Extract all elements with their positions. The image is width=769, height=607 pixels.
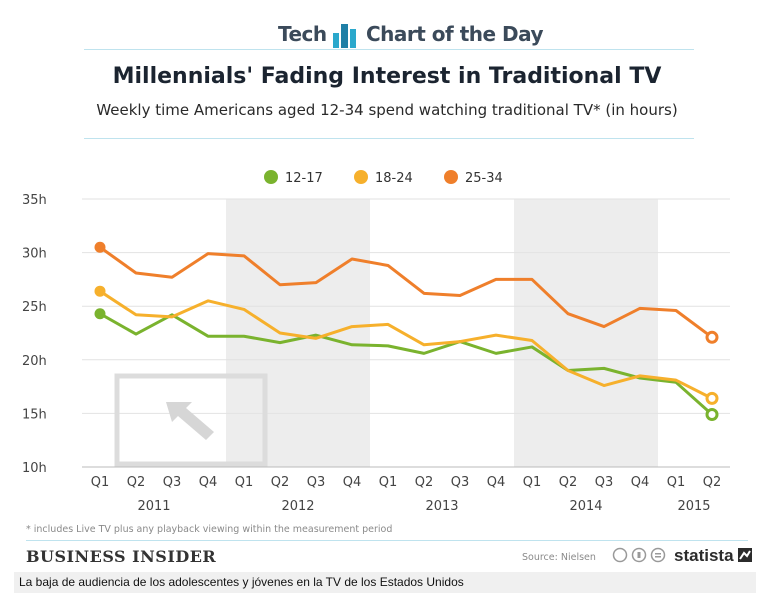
source-label: Source: Nielsen (522, 552, 596, 563)
legend-label: 25-34 (465, 171, 503, 186)
x-tick-label: Q1 (379, 475, 398, 490)
bar-chart-icon (331, 20, 359, 52)
legend-marker (354, 170, 368, 184)
series-line-18-24 (99, 289, 713, 400)
x-tick-label: Q2 (271, 475, 290, 490)
header-chart-of-the-day-label: Chart of the Day (366, 22, 544, 46)
y-tick-label: 20h (22, 354, 47, 369)
chart-title: Millennials' Fading Interest in Traditio… (112, 64, 662, 89)
x-tick-label: Q3 (163, 475, 182, 490)
x-tick-label: Q1 (667, 475, 686, 490)
y-tick-label: 15h (22, 407, 47, 422)
year-label: 2011 (137, 499, 170, 514)
x-tick-label: Q2 (127, 475, 146, 490)
chart-subtitle: Weekly time Americans aged 12-34 spend w… (96, 101, 678, 119)
year-band (514, 199, 658, 467)
series-start-point (94, 308, 106, 320)
chart-of-the-day-header: Tech Chart of the Day (14, 14, 760, 54)
year-band (226, 199, 370, 467)
x-tick-label: Q3 (595, 475, 614, 490)
creative-commons-icon (612, 547, 670, 567)
series-line-25-34 (99, 246, 713, 339)
x-tick-label: Q4 (199, 475, 218, 490)
arrow-watermark-icon (166, 402, 214, 440)
y-tick-label: 10h (22, 461, 47, 476)
header-divider (84, 49, 694, 50)
business-insider-logo: BUSINESS INSIDER (26, 547, 217, 566)
legend-marker (444, 170, 458, 184)
y-tick-label: 30h (22, 247, 47, 262)
y-tick-label: 35h (22, 193, 47, 208)
x-tick-label: Q4 (631, 475, 650, 490)
x-tick-label: Q2 (415, 475, 434, 490)
year-label: 2015 (677, 499, 710, 514)
statista-logo: statista (674, 546, 753, 566)
x-tick-label: Q2 (559, 475, 578, 490)
footnote: * includes Live TV plus any playback vie… (26, 524, 393, 535)
tv-watermark-icon (114, 373, 268, 467)
header-tech-label: Tech (278, 22, 327, 46)
statista-logo-icon (738, 548, 753, 562)
x-tick-label: Q3 (307, 475, 326, 490)
chart-card: Tech Chart of the Day Millennials' Fadin… (14, 6, 760, 572)
x-tick-label: Q1 (523, 475, 542, 490)
year-label: 2014 (569, 499, 602, 514)
x-tick-label: Q2 (703, 475, 722, 490)
x-tick-label: Q4 (487, 475, 506, 490)
series-start-point (94, 241, 106, 253)
statista-wordmark: statista (674, 546, 734, 565)
x-tick-label: Q1 (235, 475, 254, 490)
x-tick-label: Q4 (343, 475, 362, 490)
legend-marker (264, 170, 278, 184)
year-label: 2012 (281, 499, 314, 514)
legend-label: 18-24 (375, 171, 413, 186)
series-start-point (94, 285, 106, 297)
y-tick-label: 25h (22, 300, 47, 315)
year-label: 2013 (425, 499, 458, 514)
x-tick-label: Q1 (91, 475, 110, 490)
series-end-point (705, 330, 719, 344)
x-tick-label: Q3 (451, 475, 470, 490)
legend-label: 12-17 (285, 171, 323, 186)
image-caption: La baja de audiencia de los adolescentes… (14, 572, 756, 593)
series-end-point (705, 391, 719, 405)
line-chart: 10h 15h 20h 25h 30h 35h Q1 Q2 Q3 Q4 Q1 Q2 Q3 Q4 Q1 Q2 Q3… (22, 170, 730, 514)
series-end-point (705, 407, 719, 421)
title-divider (84, 138, 694, 139)
series-line-12-17 (99, 312, 713, 416)
footer-divider (26, 540, 748, 541)
